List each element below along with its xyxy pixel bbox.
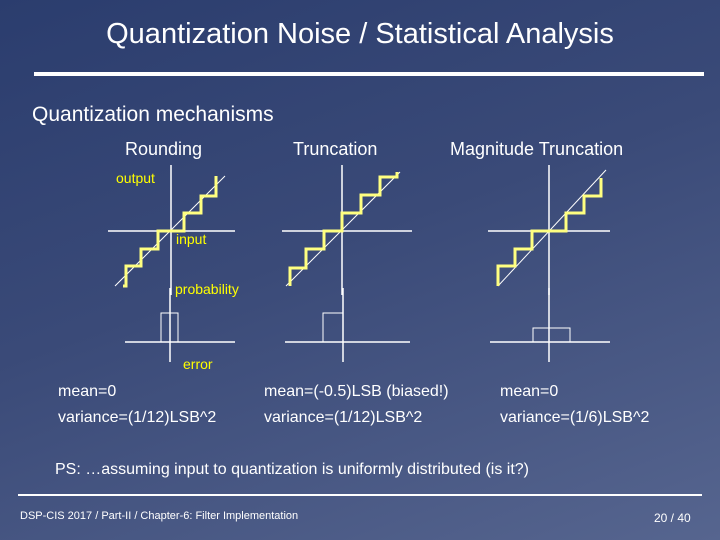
page-number: 20 / 40 <box>654 511 691 525</box>
slide-title: Quantization Noise / Statistical Analysi… <box>106 18 614 50</box>
truncation-variance: variance=(1/12)LSB^2 <box>264 409 423 426</box>
magnitude-truncation-transfer-diagram <box>488 165 610 295</box>
truncation-mean: mean=(-0.5)LSB (biased!) <box>264 383 449 400</box>
ps-note: PS: …assuming input to quantization is u… <box>55 461 529 478</box>
section-subtitle: Quantization mechanisms <box>32 103 274 126</box>
rounding-mean: mean=0 <box>58 383 117 400</box>
truncation-error-pdf <box>285 288 410 362</box>
footer-divider <box>18 494 702 496</box>
label-probability: probability <box>175 281 239 297</box>
truncation-transfer-diagram <box>282 165 412 295</box>
rounding-error-pdf <box>125 288 235 362</box>
label-output: output <box>116 170 155 186</box>
magnitude-truncation-variance: variance=(1/6)LSB^2 <box>500 409 650 426</box>
magnitude-truncation-mean: mean=0 <box>500 383 559 400</box>
heading-magnitude-truncation: Magnitude Truncation <box>450 139 624 159</box>
heading-rounding: Rounding <box>125 139 203 159</box>
heading-truncation: Truncation <box>293 139 378 159</box>
magnitude-truncation-error-pdf <box>490 288 610 362</box>
rounding-transfer-diagram <box>108 165 235 295</box>
title-divider <box>34 72 704 76</box>
footer-text: DSP-CIS 2017 / Part-II / Chapter-6: Filt… <box>20 510 299 522</box>
label-input: input <box>176 231 207 247</box>
label-error: error <box>183 356 213 372</box>
rounding-variance: variance=(1/12)LSB^2 <box>58 409 217 426</box>
